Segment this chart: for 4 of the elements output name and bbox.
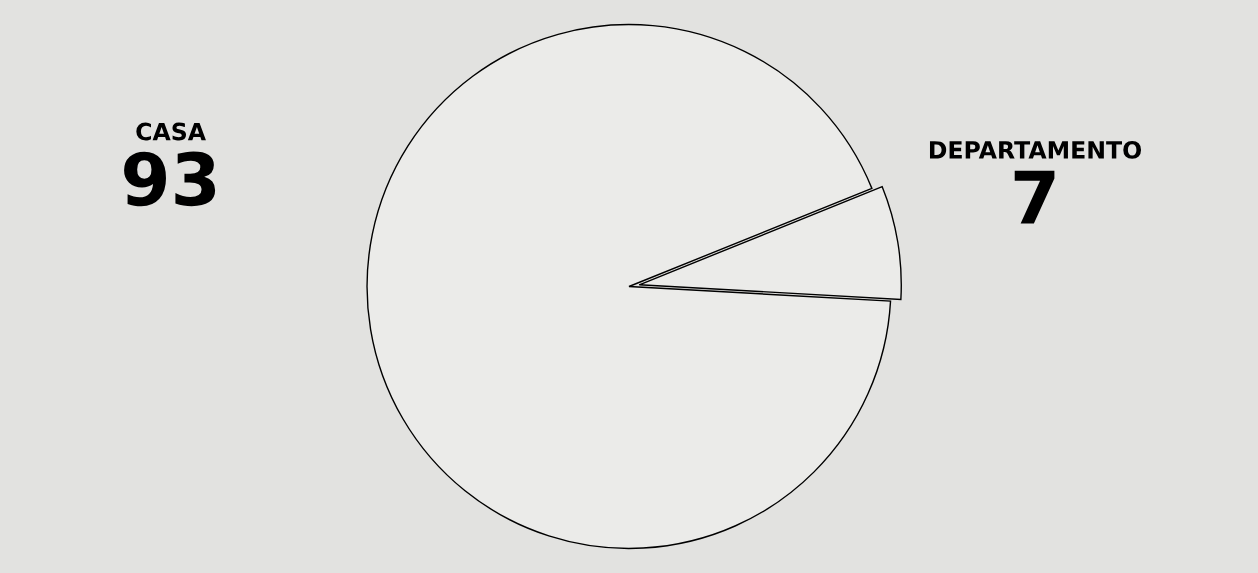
slice-label: CASA	[136, 122, 206, 141]
slice-label: DEPARTAMENTO	[929, 140, 1142, 159]
data-label: 93	[124, 151, 216, 207]
data-label: 7	[1014, 170, 1055, 224]
